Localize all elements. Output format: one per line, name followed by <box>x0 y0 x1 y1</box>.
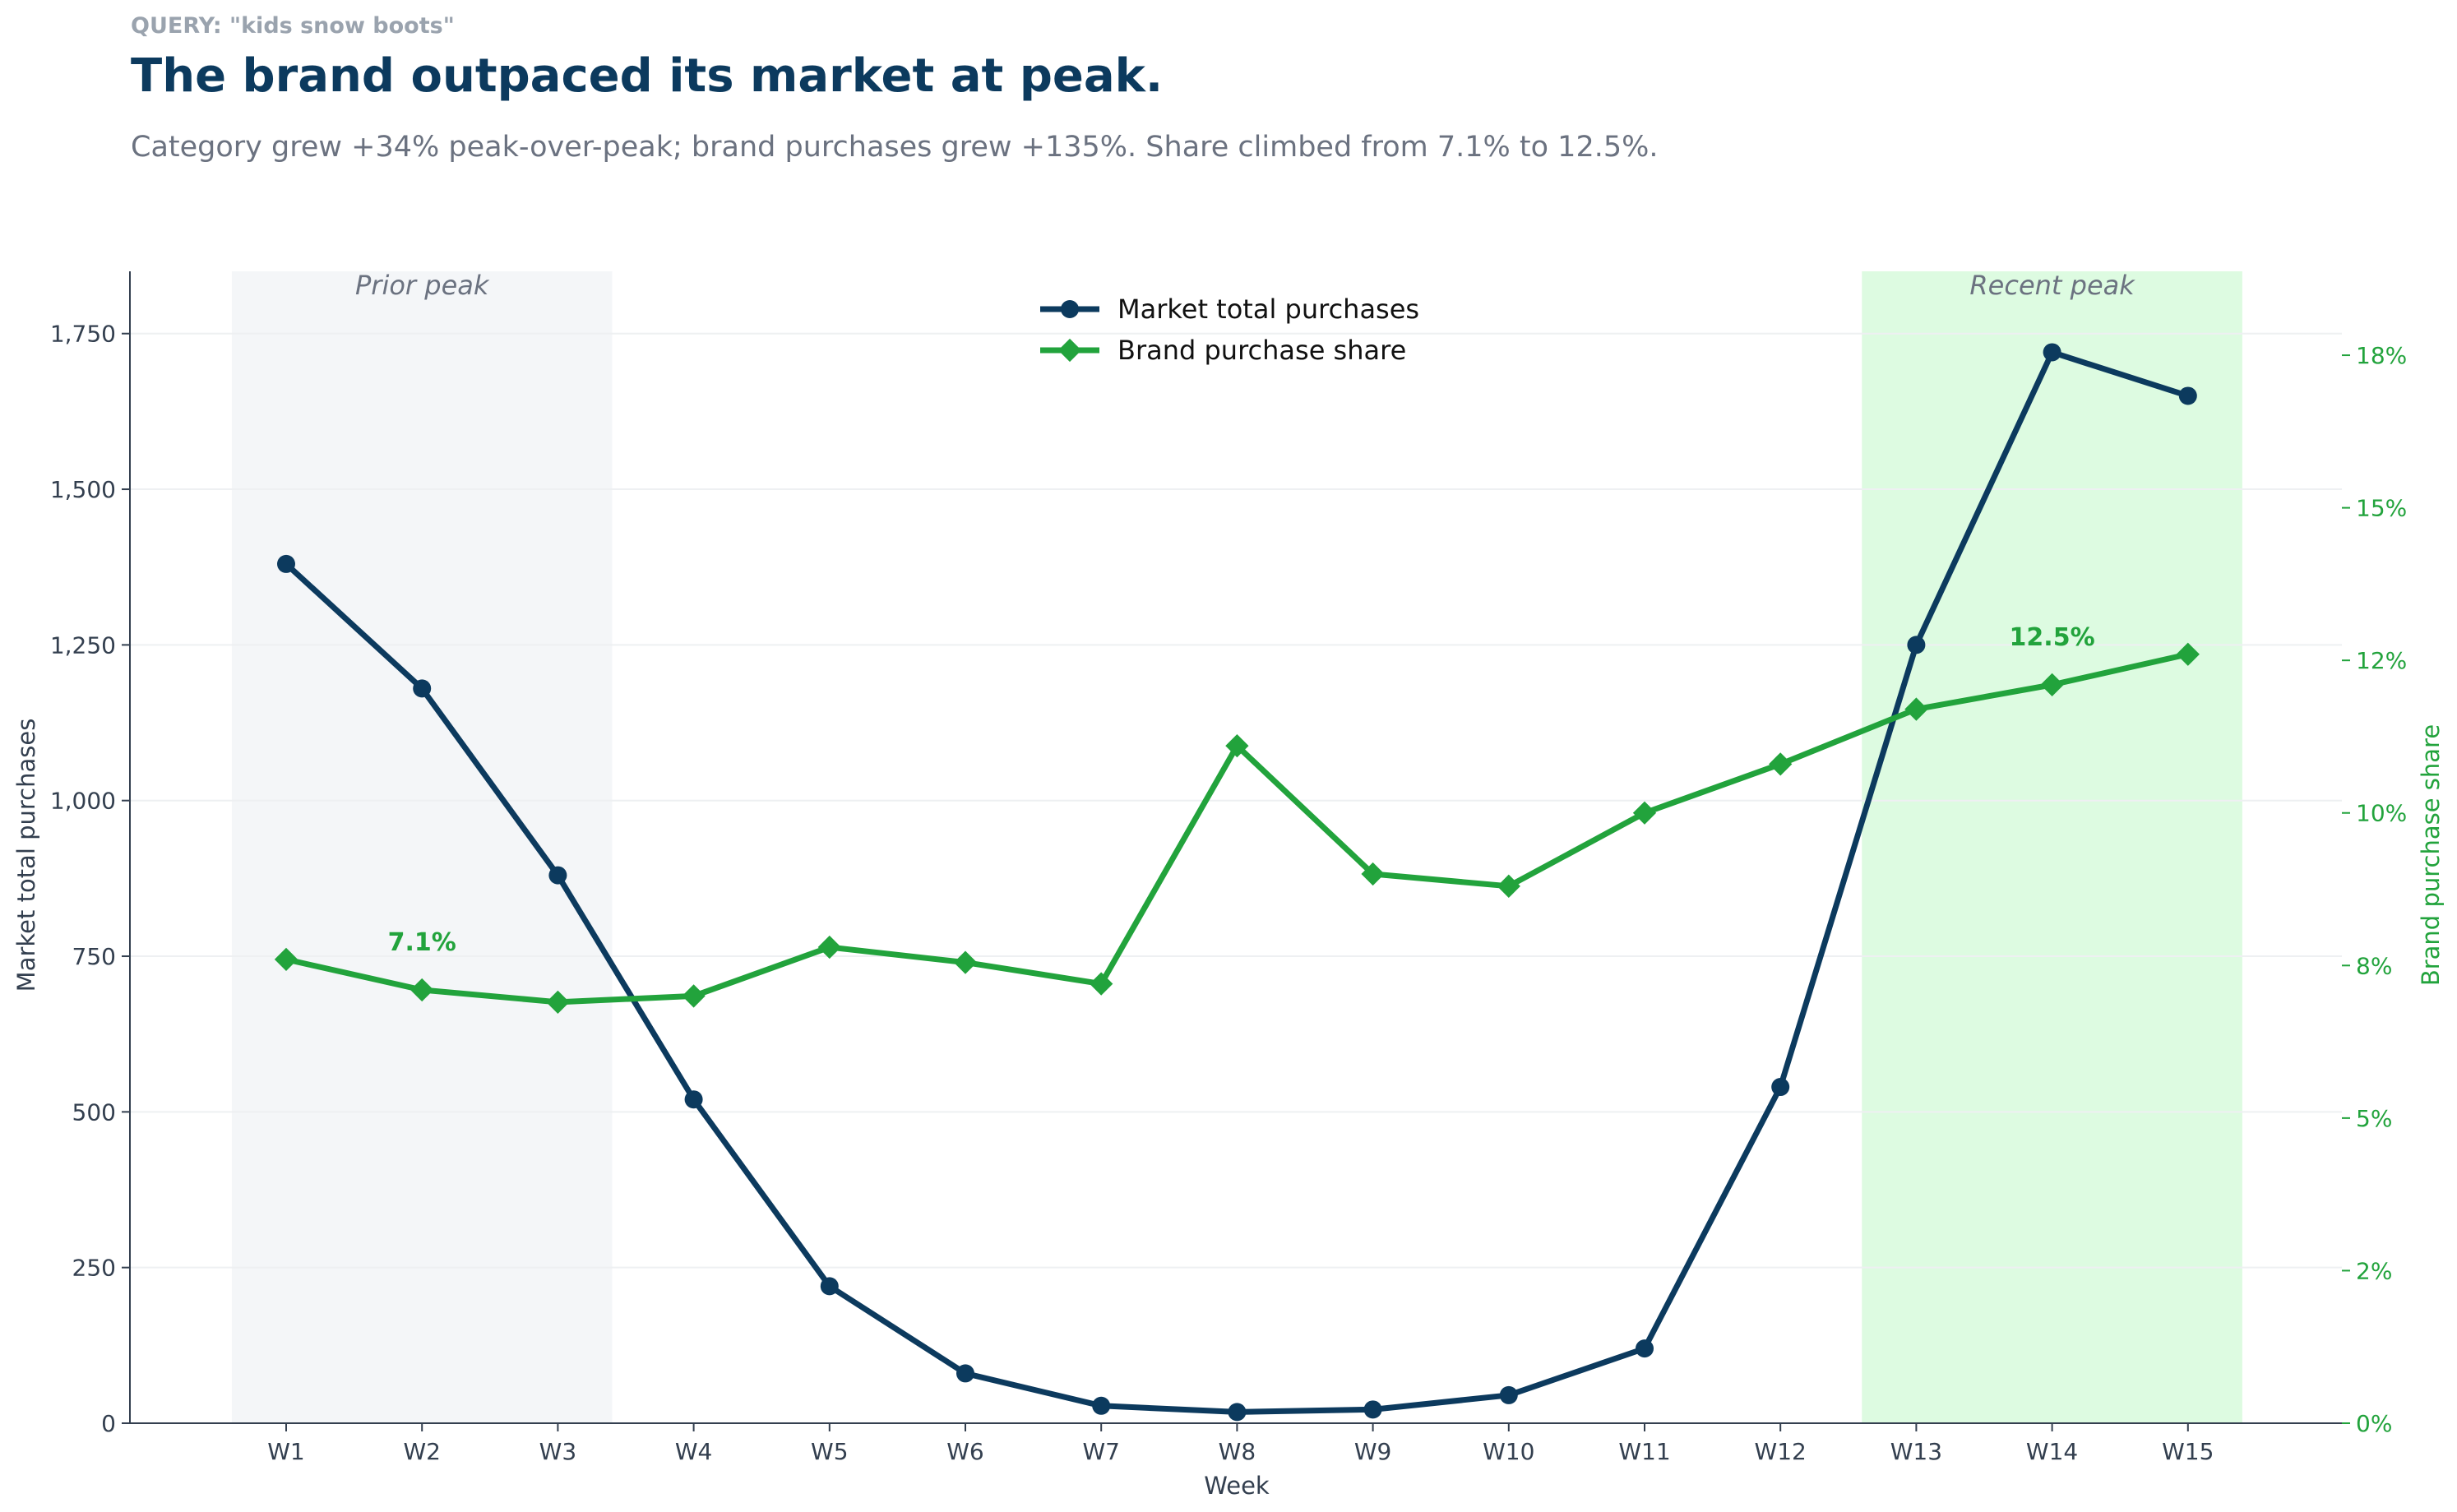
gridlines <box>130 332 2342 1269</box>
share-annotation: 7.1% <box>388 928 456 957</box>
brand-point <box>410 978 434 1002</box>
brand-point <box>2176 642 2200 666</box>
brand-point <box>682 984 706 1008</box>
right-tick-label: 2% <box>2356 1257 2392 1284</box>
x-tick-label: W13 <box>1890 1438 1942 1465</box>
x-tick-label: W7 <box>1082 1438 1120 1465</box>
x-tick-label: W2 <box>403 1438 441 1465</box>
right-tick-label: 12% <box>2356 647 2407 674</box>
x-tick-label: W15 <box>2162 1438 2214 1465</box>
market-point <box>1092 1396 1111 1415</box>
market-point <box>277 554 295 573</box>
query-label: QUERY: "kids snow boots" <box>131 13 455 39</box>
chart-subtitle: Category grew +34% peak-over-peak; brand… <box>131 131 1659 164</box>
x-tick-label: W4 <box>675 1438 713 1465</box>
brand-point <box>1769 752 1793 776</box>
left-tick-label: 500 <box>72 1098 116 1126</box>
x-axis-title: Week <box>1204 1472 1270 1500</box>
right-tick-label: 5% <box>2356 1105 2392 1132</box>
market-point <box>548 866 567 885</box>
x-tick-label: W12 <box>1755 1438 1807 1465</box>
highlight-regions: Prior peak Recent peak <box>231 270 2242 1423</box>
market-point <box>956 1364 974 1383</box>
right-tick-label: 10% <box>2356 800 2407 827</box>
left-axis-ticks: 0 250 500 750 1,000 1,250 1,500 1,750 <box>50 321 130 1437</box>
right-tick-label: 18% <box>2356 342 2407 369</box>
x-tick-label: W8 <box>1219 1438 1256 1465</box>
brand-point <box>1904 697 1928 721</box>
market-point <box>413 679 432 698</box>
series-market <box>277 343 2197 1422</box>
x-tick-label: W14 <box>2026 1438 2078 1465</box>
market-point <box>1907 636 1926 654</box>
legend-market-label: Market total purchases <box>1117 294 1419 325</box>
right-axis-ticks: 0% 2% 5% 8% 10% 12% 15% 18% <box>2342 342 2407 1437</box>
market-point <box>2043 343 2061 362</box>
x-tick-label: W6 <box>946 1438 984 1465</box>
brand-point <box>1361 862 1385 886</box>
x-tick-label: W10 <box>1483 1438 1534 1465</box>
brand-point <box>2040 673 2064 697</box>
legend-brand-label: Brand purchase share <box>1117 335 1406 366</box>
region-prior <box>231 271 613 1423</box>
right-axis-title: Brand purchase share <box>2417 724 2445 986</box>
brand-point <box>1225 733 1249 758</box>
brand-point <box>953 950 978 974</box>
right-tick-label: 15% <box>2356 495 2407 522</box>
left-tick-label: 1,000 <box>50 788 116 815</box>
x-tick-label: W9 <box>1354 1438 1392 1465</box>
annotations: 7.1% 12.5% <box>388 623 2095 957</box>
brand-point <box>1632 801 1657 825</box>
legend: Market total purchases Brand purchase sh… <box>1040 294 1419 366</box>
brand-point <box>1090 972 1113 996</box>
brand-point <box>1497 874 1520 898</box>
x-tick-label: W3 <box>539 1438 577 1465</box>
series-brand <box>274 642 2200 1014</box>
market-point <box>1499 1385 1518 1404</box>
legend-swatch-market-marker <box>1061 300 1079 318</box>
left-tick-label: 1,750 <box>50 321 116 348</box>
x-tick-label: W11 <box>1618 1438 1670 1465</box>
axes <box>129 271 2342 1424</box>
brand-point <box>274 947 298 972</box>
market-point <box>1228 1403 1247 1422</box>
market-point <box>1771 1078 1790 1097</box>
region-label-recent: Recent peak <box>1969 270 2135 301</box>
x-tick-label: W5 <box>811 1438 849 1465</box>
right-tick-label: 0% <box>2356 1410 2392 1437</box>
market-point <box>684 1090 703 1109</box>
share-annotation: 12.5% <box>2010 623 2095 652</box>
market-point <box>2178 386 2197 405</box>
left-tick-label: 250 <box>72 1255 116 1282</box>
market-point <box>1363 1400 1382 1419</box>
region-label-prior: Prior peak <box>355 270 490 301</box>
left-axis-title: Market total purchases <box>12 719 40 992</box>
legend-swatch-brand-marker <box>1057 338 1082 363</box>
market-point <box>1636 1339 1654 1358</box>
x-tick-label: W1 <box>267 1438 305 1465</box>
left-tick-label: 1,500 <box>50 476 116 503</box>
left-tick-label: 1,250 <box>50 631 116 659</box>
left-tick-label: 750 <box>72 943 116 970</box>
brand-point <box>546 990 570 1014</box>
right-tick-label: 8% <box>2356 952 2392 979</box>
left-tick-label: 0 <box>101 1410 116 1437</box>
chart-title: The brand outpaced its market at peak. <box>131 49 1163 103</box>
region-recent <box>1862 271 2242 1423</box>
x-axis-ticks: W1 W2 W3 W4 W5 W6 W7 W8 W9 W10 W11 W12 W13 W14 W15 <box>267 1423 2214 1465</box>
brand-point <box>817 935 841 959</box>
market-point <box>820 1277 839 1296</box>
